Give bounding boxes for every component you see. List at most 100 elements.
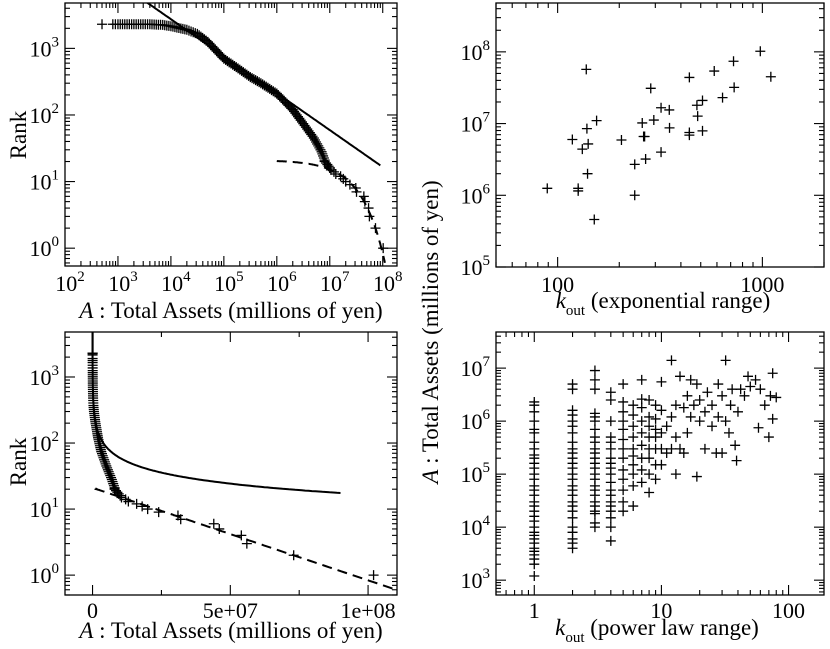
x-tick-label: 0	[87, 598, 98, 623]
data-point	[656, 102, 667, 113]
data-point	[682, 427, 693, 438]
data-point	[96, 446, 107, 457]
data-point	[618, 453, 629, 464]
data-point	[674, 371, 685, 382]
data-point	[636, 394, 647, 405]
data-point	[605, 432, 616, 443]
power-law-fit-line	[146, 3, 381, 167]
data-point	[97, 450, 108, 461]
data-point	[753, 422, 764, 433]
data-point	[666, 411, 677, 422]
data-point	[589, 408, 600, 419]
data-point	[99, 456, 110, 467]
x-axis-title-4: kout (power law range)	[555, 615, 759, 646]
data-point	[368, 570, 379, 581]
data-point	[106, 474, 117, 485]
data-point	[636, 427, 647, 438]
data-point	[605, 522, 616, 533]
y-tick-label: 103	[30, 34, 60, 61]
x-axis-title-2: kout (exponential range)	[556, 288, 771, 319]
data-point	[97, 19, 108, 30]
data-point	[636, 374, 647, 385]
data-point	[691, 379, 702, 390]
data-point	[636, 440, 647, 451]
data-point	[729, 82, 740, 93]
data-point	[644, 453, 655, 464]
y-tick-label: 106	[461, 407, 491, 434]
data-point	[618, 474, 629, 485]
data-point	[720, 416, 731, 427]
data-point	[618, 406, 629, 417]
x-tick-label: 10	[650, 598, 672, 623]
data-point	[697, 125, 708, 136]
data-point	[567, 522, 578, 533]
data-point	[618, 443, 629, 454]
data-point	[106, 472, 117, 483]
data-point	[605, 416, 616, 427]
data-point	[589, 517, 600, 528]
y-tick-label: 107	[461, 354, 491, 381]
panel-4: 1 10 100 103 104 105 106 107	[461, 331, 825, 623]
data-point	[743, 371, 754, 382]
data-point	[636, 402, 647, 413]
data-point	[685, 374, 696, 385]
data-point	[723, 427, 734, 438]
data-point	[618, 379, 629, 390]
x-tick-label: 100	[772, 598, 805, 623]
data-point	[317, 148, 328, 159]
data-point	[688, 400, 699, 411]
x-tick-label: 102	[55, 269, 85, 296]
data-point	[730, 440, 741, 451]
data-point	[661, 421, 672, 432]
y-tick-label: 100	[30, 561, 60, 588]
data-point	[629, 159, 640, 170]
data-point	[670, 469, 681, 480]
data-point	[745, 381, 756, 392]
data-point	[656, 147, 667, 158]
data-point	[699, 406, 710, 417]
data-point	[618, 434, 629, 445]
data-point	[629, 190, 640, 201]
data-point	[717, 390, 728, 401]
data-point	[713, 411, 724, 422]
data-point	[131, 498, 142, 509]
y-tick-label: 102	[30, 429, 60, 456]
y-tick-label: 105	[461, 460, 491, 487]
data-point	[567, 379, 578, 390]
data-point	[661, 448, 672, 459]
plot-area	[529, 355, 782, 581]
data-point	[720, 355, 731, 366]
data-point	[691, 471, 702, 482]
data-point	[628, 410, 639, 421]
y-tick-label: 104	[461, 513, 491, 540]
y-tick-label: 105	[461, 253, 491, 280]
y-axis-title-1: Rank	[6, 110, 31, 159]
x-axis-title-1: A : Total Assets (millions of yen)	[77, 298, 382, 323]
data-point	[707, 421, 718, 432]
data-point	[725, 400, 736, 411]
data-point	[656, 443, 667, 454]
data-point	[529, 437, 540, 448]
exponential-fit-line	[94, 487, 396, 591]
data-point	[573, 185, 584, 196]
data-point	[637, 117, 648, 128]
data-point	[318, 150, 329, 161]
data-point	[214, 523, 225, 534]
data-point	[567, 437, 578, 448]
data-point	[616, 135, 627, 146]
data-point	[618, 464, 629, 475]
y-tick-label: 107	[461, 110, 491, 137]
data-point	[750, 374, 761, 385]
data-point	[684, 130, 695, 141]
data-point	[650, 424, 661, 435]
data-point	[378, 243, 389, 254]
data-point	[605, 535, 616, 546]
data-point	[644, 469, 655, 480]
data-point	[728, 56, 739, 67]
power-law-fit-line	[91, 332, 341, 494]
data-point	[763, 432, 774, 443]
data-point	[618, 485, 629, 496]
y-tick-label: 103	[30, 363, 60, 390]
shared-y-axis-title: A : Total Assets (millions of yen)	[418, 180, 443, 485]
data-point	[648, 115, 659, 126]
